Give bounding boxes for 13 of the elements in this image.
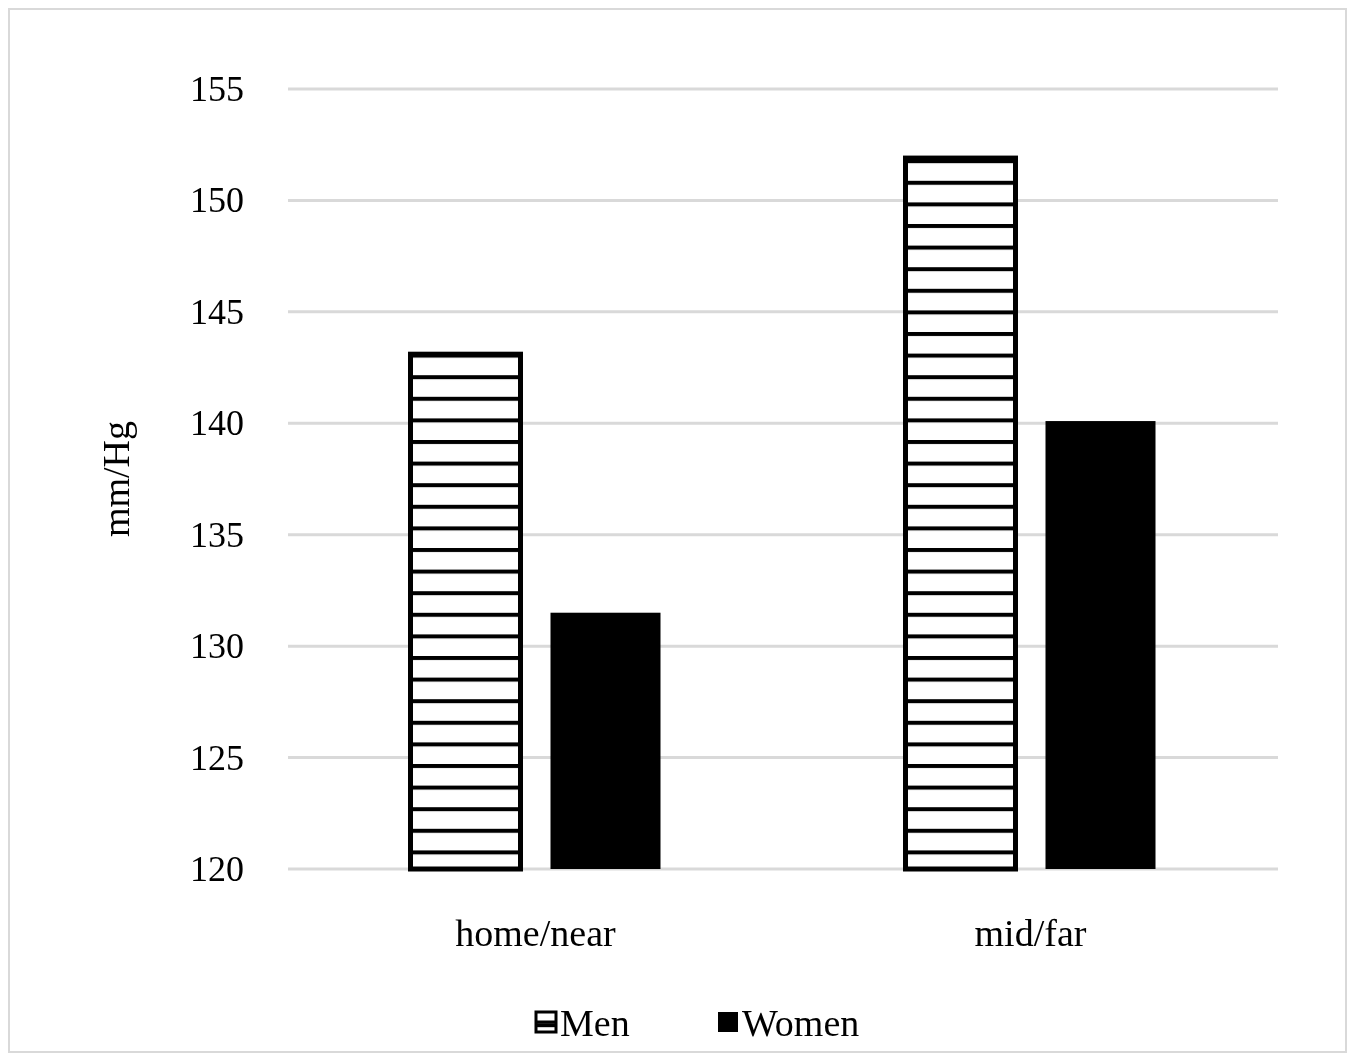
- legend-label: Women: [742, 1002, 860, 1044]
- y-tick-label: 135: [190, 514, 244, 555]
- y-tick-label: 125: [190, 737, 244, 778]
- legend-label: Men: [560, 1002, 630, 1044]
- y-tick-label: 145: [190, 291, 244, 332]
- y-tick-label: 130: [190, 626, 244, 667]
- y-tick-label: 155: [190, 69, 244, 109]
- y-axis-title: mm/Hg: [95, 420, 137, 538]
- y-tick-label: 120: [190, 849, 244, 889]
- y-tick-label: 150: [190, 180, 244, 221]
- x-tick-label: home/near: [455, 912, 617, 954]
- y-tick-label: 140: [190, 403, 244, 444]
- x-tick-label: mid/far: [974, 912, 1087, 954]
